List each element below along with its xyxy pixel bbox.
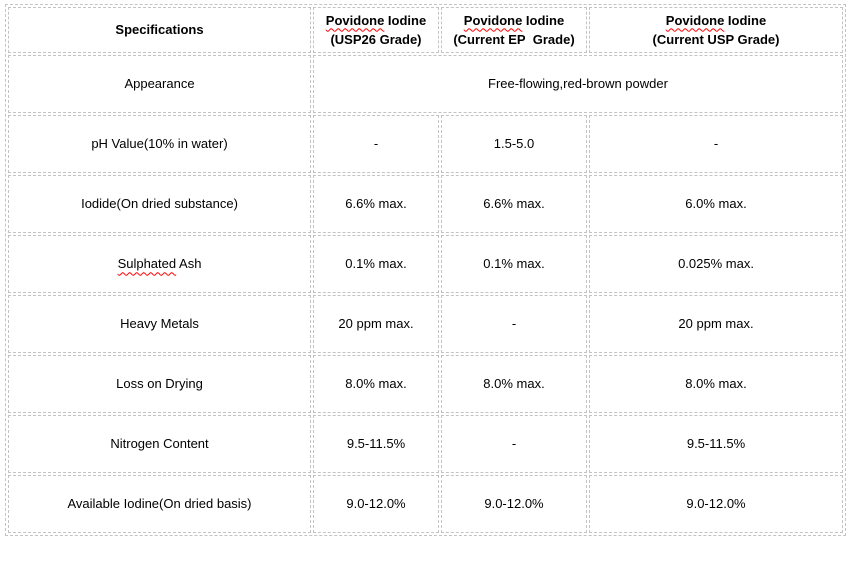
value-cell: 6.6% max. bbox=[313, 175, 439, 233]
product-grade: (Current EP Grade) bbox=[453, 32, 575, 47]
value-cell: 20 ppm max. bbox=[313, 295, 439, 353]
header-product-ep: Povidone Iodine (Current EP Grade) bbox=[441, 7, 587, 53]
value-cell: - bbox=[441, 415, 587, 473]
value-cell: 9.5-11.5% bbox=[313, 415, 439, 473]
table-row-nitrogen-content: Nitrogen Content 9.5-11.5% - 9.5-11.5% bbox=[8, 415, 843, 473]
misspelled-word: Povidone bbox=[665, 12, 725, 28]
spec-cell: Appearance bbox=[8, 55, 311, 113]
product-name: Povidone Iodine bbox=[446, 11, 582, 31]
table-row-appearance: Appearance Free-flowing,red-brown powder bbox=[8, 55, 843, 113]
spec-cell: Sulphated Ash bbox=[8, 235, 311, 293]
table-row-iodide: Iodide(On dried substance) 6.6% max. 6.6… bbox=[8, 175, 843, 233]
value-cell-merged: Free-flowing,red-brown powder bbox=[313, 55, 843, 113]
spec-rest: Ash bbox=[176, 256, 202, 272]
product-name: Povidone Iodine bbox=[318, 11, 434, 31]
product-grade: (USP26 Grade) bbox=[330, 32, 422, 47]
header-product-usp: Povidone Iodine (Current USP Grade) bbox=[589, 7, 843, 53]
value-cell: 6.6% max. bbox=[441, 175, 587, 233]
product-name-rest: Iodine bbox=[724, 12, 767, 28]
value-cell: 8.0% max. bbox=[441, 355, 587, 413]
product-name-rest: Iodine bbox=[384, 12, 427, 28]
spec-cell: pH Value(10% in water) bbox=[8, 115, 311, 173]
value-cell: 9.0-12.0% bbox=[313, 475, 439, 533]
value-cell: 9.0-12.0% bbox=[589, 475, 843, 533]
table-row-available-iodine: Available Iodine(On dried basis) 9.0-12.… bbox=[8, 475, 843, 533]
value-cell: 8.0% max. bbox=[313, 355, 439, 413]
value-cell: 0.1% max. bbox=[441, 235, 587, 293]
value-cell: 8.0% max. bbox=[589, 355, 843, 413]
table-row-sulphated-ash: Sulphated Ash 0.1% max. 0.1% max. 0.025%… bbox=[8, 235, 843, 293]
header-product-usp26: Povidone Iodine (USP26 Grade) bbox=[313, 7, 439, 53]
header-row: Specifications Povidone Iodine (USP26 Gr… bbox=[8, 7, 843, 53]
spec-cell: Nitrogen Content bbox=[8, 415, 311, 473]
value-cell: 9.0-12.0% bbox=[441, 475, 587, 533]
header-specifications: Specifications bbox=[8, 7, 311, 53]
value-cell: - bbox=[441, 295, 587, 353]
misspelled-word: Povidone bbox=[325, 12, 385, 28]
table-row-heavy-metals: Heavy Metals 20 ppm max. - 20 ppm max. bbox=[8, 295, 843, 353]
value-cell: - bbox=[313, 115, 439, 173]
spec-cell: Heavy Metals bbox=[8, 295, 311, 353]
value-cell: 0.025% max. bbox=[589, 235, 843, 293]
value-cell: - bbox=[589, 115, 843, 173]
table-row-loss-on-drying: Loss on Drying 8.0% max. 8.0% max. 8.0% … bbox=[8, 355, 843, 413]
value-cell: 6.0% max. bbox=[589, 175, 843, 233]
value-cell: 20 ppm max. bbox=[589, 295, 843, 353]
spec-cell: Iodide(On dried substance) bbox=[8, 175, 311, 233]
product-name-rest: Iodine bbox=[522, 12, 565, 28]
header-specifications-label: Specifications bbox=[115, 22, 204, 38]
value-cell: 0.1% max. bbox=[313, 235, 439, 293]
spec-cell: Loss on Drying bbox=[8, 355, 311, 413]
misspelled-word: Sulphated bbox=[117, 256, 177, 272]
product-name: Povidone Iodine bbox=[594, 11, 838, 31]
value-cell: 1.5-5.0 bbox=[441, 115, 587, 173]
product-grade: (Current USP Grade) bbox=[652, 32, 780, 47]
misspelled-word: Povidone bbox=[463, 12, 523, 28]
value-cell: 9.5-11.5% bbox=[589, 415, 843, 473]
table-row-ph-value: pH Value(10% in water) - 1.5-5.0 - bbox=[8, 115, 843, 173]
spec-cell: Available Iodine(On dried basis) bbox=[8, 475, 311, 533]
specifications-table: Specifications Povidone Iodine (USP26 Gr… bbox=[5, 4, 846, 536]
